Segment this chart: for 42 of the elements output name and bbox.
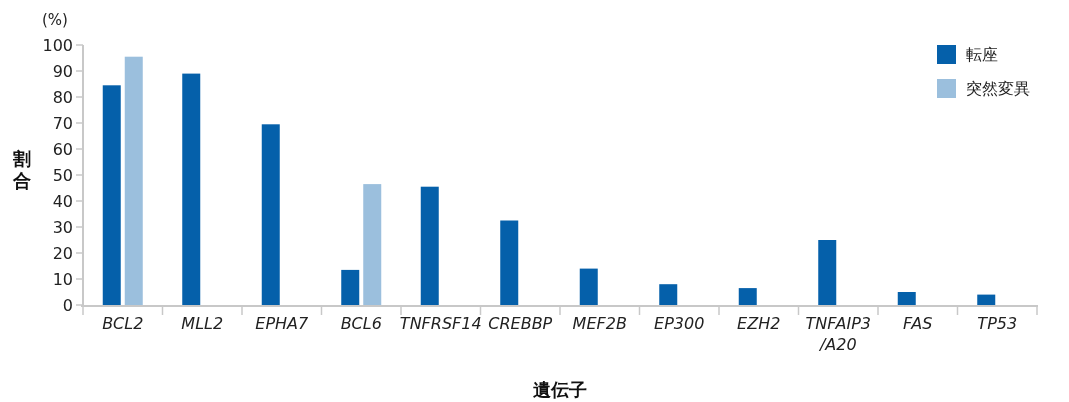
bar bbox=[102, 85, 121, 305]
bar bbox=[500, 220, 519, 305]
x-tick-label: TP53 bbox=[977, 314, 1018, 333]
bar bbox=[261, 124, 280, 305]
y-tick-label: 50 bbox=[52, 166, 73, 185]
y-tick-label: 0 bbox=[62, 296, 73, 315]
x-tick-label: EP300 bbox=[654, 314, 705, 333]
legend-label: 転座 bbox=[966, 45, 998, 64]
bar bbox=[977, 294, 996, 305]
x-tick-label: EZH2 bbox=[737, 314, 781, 333]
x-tick-label: BCL6 bbox=[340, 314, 382, 333]
y-tick-label: 70 bbox=[52, 114, 73, 133]
bar bbox=[363, 184, 382, 305]
bar bbox=[659, 284, 678, 305]
bar bbox=[579, 268, 598, 305]
x-tick-label: BCL2 bbox=[102, 314, 144, 333]
legend-label: 突然変異 bbox=[966, 79, 1030, 98]
x-tick-label: TNFAIP3 /A20 bbox=[805, 314, 871, 354]
bar bbox=[420, 186, 439, 305]
y-tick-label: 80 bbox=[52, 88, 73, 107]
bar bbox=[341, 269, 360, 305]
y-tick-label: 60 bbox=[52, 140, 73, 159]
bar bbox=[738, 288, 757, 305]
x-axis-title: 遺伝子 bbox=[533, 379, 587, 400]
x-tick-label: TNFRSF14 bbox=[399, 314, 482, 333]
y-tick-label: 10 bbox=[52, 270, 73, 289]
y-tick-label: 90 bbox=[52, 62, 73, 81]
y-tick-label: 40 bbox=[52, 192, 73, 211]
bar bbox=[897, 292, 916, 305]
x-tick-label: MEF2B bbox=[572, 314, 627, 333]
x-tick-label: FAS bbox=[903, 314, 933, 333]
y-axis-title: 割合 bbox=[12, 148, 31, 191]
x-tick-label: CREBBP bbox=[488, 314, 553, 333]
x-tick-label: EPHA7 bbox=[255, 314, 310, 333]
x-tick-label: MLL2 bbox=[181, 314, 224, 333]
y-tick-label: 30 bbox=[52, 218, 73, 237]
y-tick-label: 20 bbox=[52, 244, 73, 263]
bar bbox=[124, 56, 143, 305]
bar bbox=[818, 240, 837, 305]
y-tick-label: 100 bbox=[42, 36, 73, 55]
bar bbox=[182, 73, 201, 305]
text: (%) bbox=[42, 11, 68, 29]
